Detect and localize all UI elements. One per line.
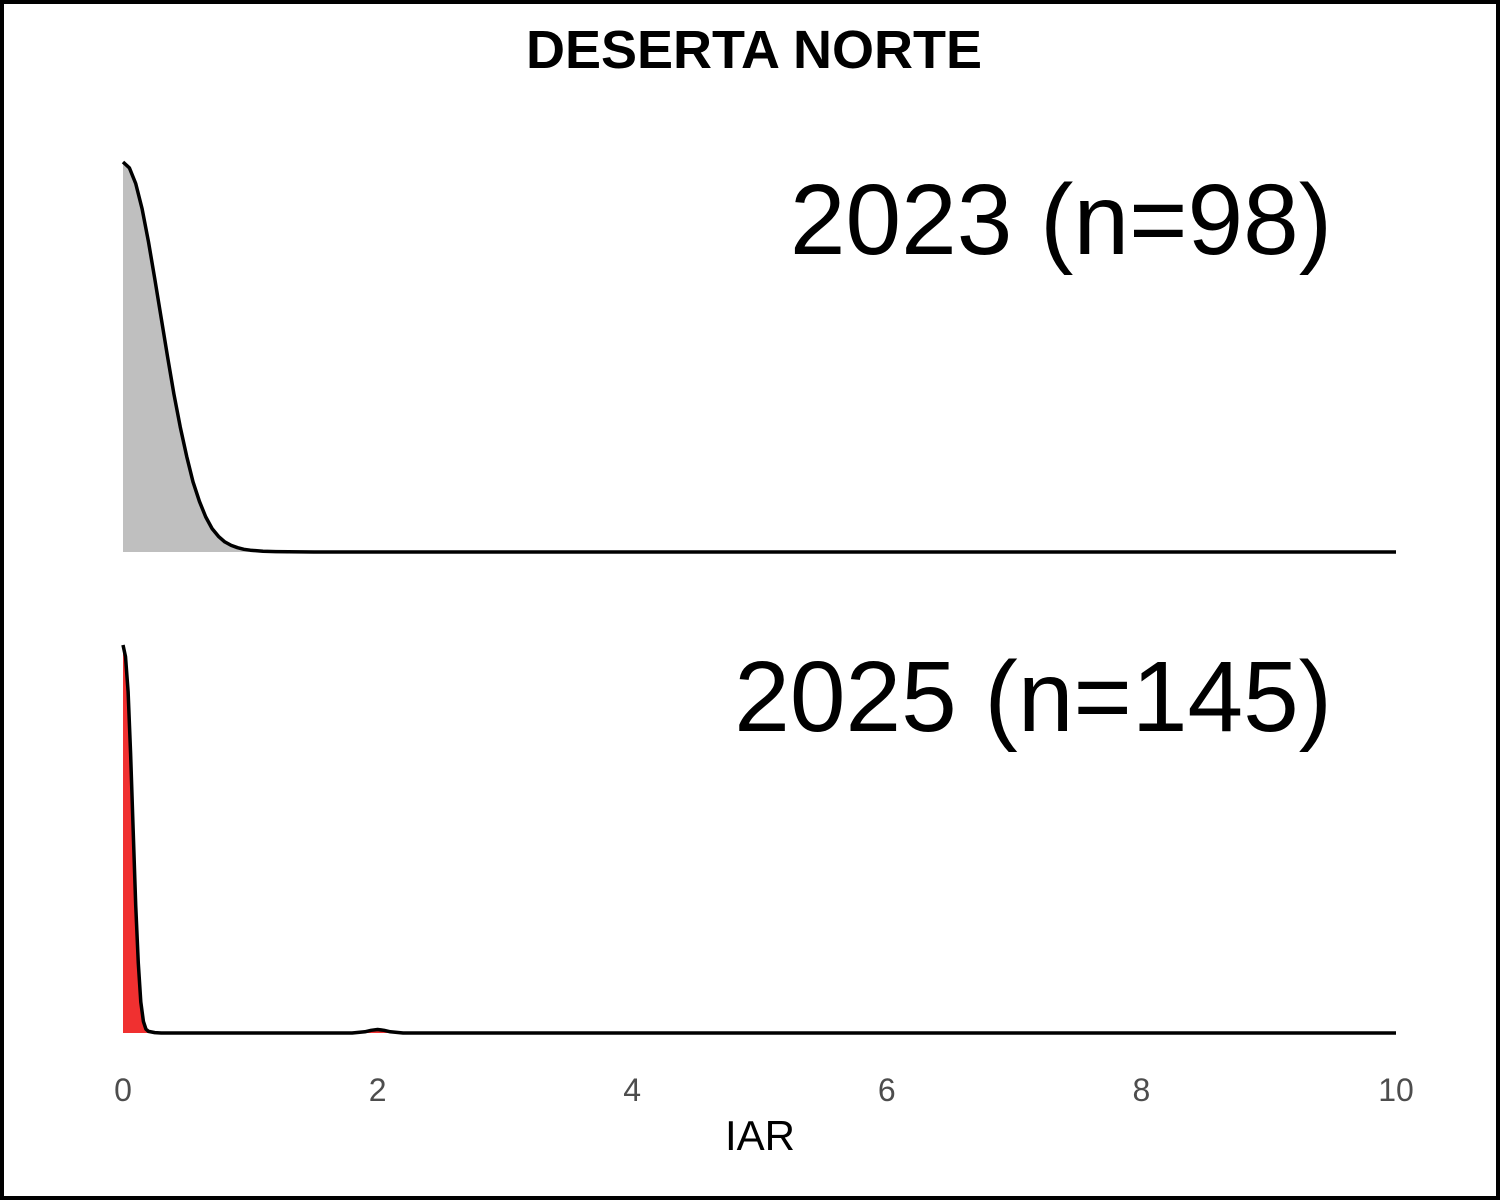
panel-2023: 2023 (n=98) — [121, 160, 1396, 554]
x-axis-label: IAR — [725, 1112, 795, 1159]
panel-label-2025: 2025 (n=145) — [734, 641, 1332, 753]
x-axis-ticks: 0 2 4 6 8 10 — [114, 1072, 1414, 1108]
density-ridgeline-chart: DESERTA NORTE 2023 (n=98) 2025 (n=145) 0… — [114, 20, 1414, 1159]
x-tick-label: 0 — [114, 1072, 132, 1108]
chart-title: DESERTA NORTE — [526, 20, 982, 80]
x-tick-label: 4 — [623, 1072, 641, 1108]
density-line-2023 — [121, 160, 1396, 554]
x-tick-label: 2 — [369, 1072, 387, 1108]
density-line-2025 — [121, 644, 1396, 1035]
panel-label-2023: 2023 (n=98) — [790, 164, 1332, 276]
x-tick-label: 8 — [1133, 1072, 1151, 1108]
panel-2025: 2025 (n=145) — [121, 641, 1396, 1035]
x-tick-label: 10 — [1378, 1072, 1414, 1108]
x-tick-label: 6 — [878, 1072, 896, 1108]
